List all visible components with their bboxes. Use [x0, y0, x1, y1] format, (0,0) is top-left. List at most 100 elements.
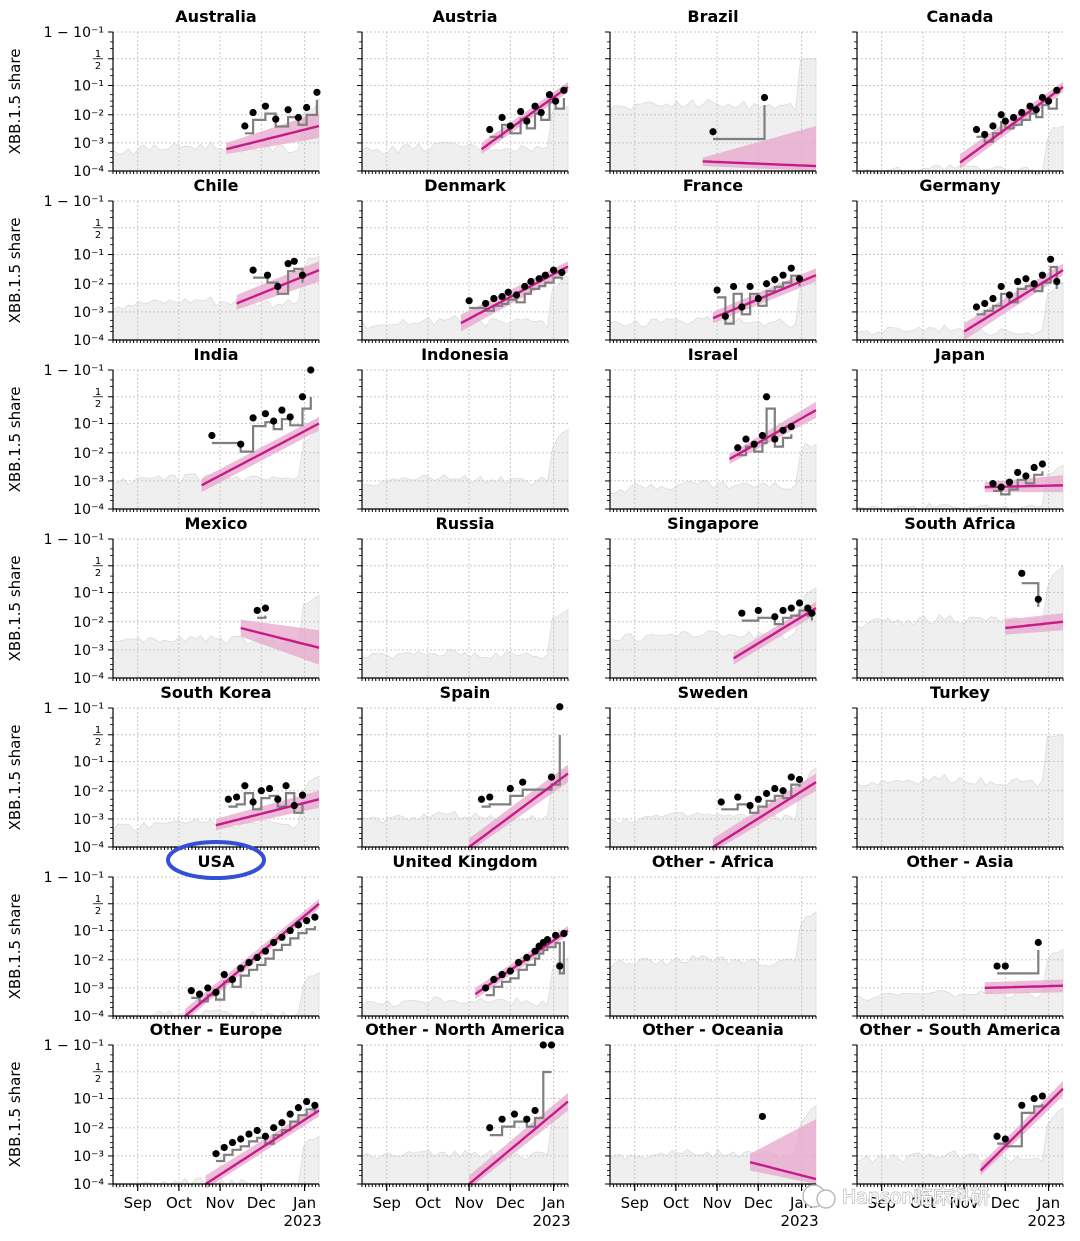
data-point — [506, 967, 514, 975]
data-point — [187, 987, 195, 995]
smoothed-line — [717, 274, 801, 325]
ytick-label: 10⁻¹ — [73, 924, 104, 940]
y-axis-label: XBB.1.5 share — [6, 1062, 24, 1168]
data-point — [278, 406, 286, 414]
y-axis-label: XBB.1.5 share — [6, 725, 24, 831]
background-area — [609, 910, 817, 1017]
ytick-den: 2 — [95, 230, 101, 241]
y-axis-label: XBB.1.5 share — [6, 218, 24, 324]
data-point — [804, 604, 812, 612]
data-point — [228, 1138, 237, 1147]
ytick-den: 2 — [95, 568, 101, 579]
data-point — [539, 1041, 547, 1049]
smoothed-line — [721, 783, 801, 814]
data-point — [313, 88, 321, 96]
panel-brazil: Brazil — [605, 7, 817, 174]
data-point — [543, 936, 552, 944]
xtick-label: Dec — [247, 1194, 276, 1212]
panel-title: Other - Oceania — [642, 1020, 784, 1039]
data-point — [298, 271, 307, 279]
data-point — [212, 1150, 220, 1158]
xtick-label: Sep — [621, 1194, 649, 1212]
panel-canada: Canada — [852, 7, 1064, 176]
fit-line — [225, 124, 320, 151]
data-point — [746, 801, 754, 810]
panel-title: Other - South America — [859, 1020, 1060, 1039]
data-point — [253, 606, 261, 615]
data-point — [253, 1126, 261, 1135]
ytick-label-half: 12 — [93, 556, 103, 579]
y-axis-label: XBB.1.5 share — [6, 387, 24, 493]
smoothed-line — [713, 105, 766, 141]
xtick-label: Dec — [496, 1194, 525, 1212]
data-point — [760, 93, 769, 102]
data-point — [1014, 277, 1022, 286]
smoothed-line — [485, 941, 565, 997]
data-point — [220, 970, 228, 979]
data-point — [795, 775, 804, 784]
data-point — [510, 1110, 519, 1118]
data-point — [787, 264, 795, 272]
data-point — [1014, 468, 1022, 477]
ytick-label: 1 − 10⁻¹ — [44, 532, 104, 548]
ytick-label: 1 − 10⁻¹ — [44, 1038, 104, 1054]
data-point — [535, 275, 543, 283]
panel-title: Japan — [934, 345, 985, 364]
data-point — [1034, 595, 1042, 603]
fit-line — [480, 86, 569, 151]
data-point — [1047, 255, 1055, 263]
data-point — [253, 953, 261, 962]
panel-india: India 10⁻⁴ 10⁻³ 10⁻² 10⁻¹ 12 1 − 10⁻¹ XBB.1.5 s… — [6, 345, 320, 518]
ytick-label: 1 − 10⁻¹ — [44, 194, 104, 210]
year-label: 2023 — [780, 1212, 818, 1230]
ytick-label-half: 12 — [93, 725, 103, 748]
data-point — [514, 958, 523, 967]
data-point — [465, 297, 473, 305]
fit-line — [702, 160, 817, 168]
fit-line — [712, 781, 817, 849]
data-point — [762, 789, 771, 798]
panel-title: Other - Asia — [906, 852, 1013, 871]
panel-title: United Kingdom — [392, 852, 537, 871]
data-point — [1034, 938, 1042, 947]
xtick-label: Oct — [166, 1194, 192, 1212]
panel-south-korea: South Korea 10⁻⁴ 10⁻³ 10⁻² 10⁻¹ 12 1 − 10⁻¹ XBB… — [6, 683, 320, 856]
background-area — [112, 98, 320, 172]
data-point — [212, 988, 220, 996]
panel-title: Singapore — [667, 514, 759, 533]
data-point — [531, 1106, 539, 1115]
wechat-icon-secondary — [816, 1189, 836, 1209]
background-area — [361, 105, 569, 172]
panel-japan: Japan — [852, 345, 1064, 514]
panel-austria: Austria — [357, 7, 569, 174]
data-point — [486, 793, 494, 801]
smoothed-line — [976, 98, 1058, 143]
data-point — [307, 366, 315, 374]
smoothed-line — [997, 950, 1040, 975]
data-point — [1038, 1092, 1046, 1100]
xtick-label: Jan — [292, 1194, 316, 1212]
data-point — [762, 393, 771, 401]
panel-title: South Korea — [160, 683, 271, 702]
data-point — [498, 113, 506, 122]
panel-title: Australia — [175, 7, 256, 26]
data-point — [738, 303, 746, 311]
year-label: 2023 — [283, 1212, 321, 1230]
data-point — [270, 938, 278, 947]
data-point — [482, 984, 490, 992]
panel-other-europe: Other - Europe 10⁻⁴ 10⁻³ 10⁻² 10⁻¹ 12 1 − 10⁻¹… — [6, 1020, 322, 1230]
data-point — [541, 271, 549, 279]
data-point — [294, 1104, 302, 1112]
data-point — [779, 271, 787, 279]
data-point — [286, 926, 294, 935]
data-point — [237, 1135, 245, 1143]
ytick-den: 2 — [95, 61, 101, 72]
data-point — [1018, 1101, 1026, 1109]
data-point — [1032, 106, 1040, 114]
fit-line — [963, 269, 1064, 333]
xtick-label: Oct — [415, 1194, 441, 1212]
data-point — [486, 1124, 494, 1132]
ytick-label: 1 − 10⁻¹ — [44, 870, 104, 886]
